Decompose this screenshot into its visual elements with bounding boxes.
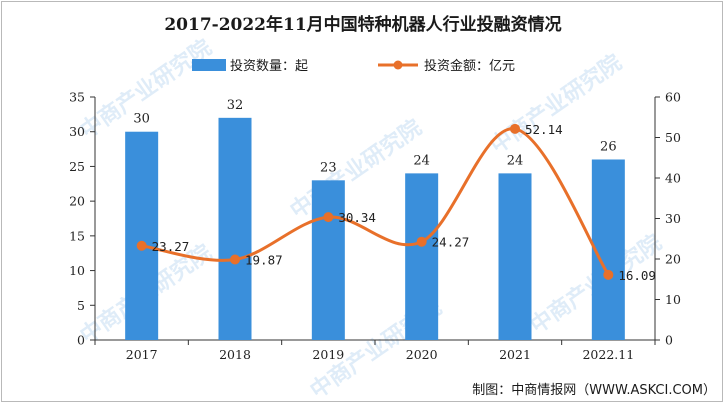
bar [311,180,345,340]
line-point [323,212,334,223]
bar [405,173,439,340]
source-credit: 制图：中商情报网（WWW.ASKCI.COM） [472,383,716,398]
bar-value-label: 23 [320,160,337,175]
x-tick-label: 2022.11 [582,347,634,362]
line-value-label: 24.27 [432,235,470,250]
x-tick-label: 2019 [312,347,344,362]
watermark-text: 中商产业研究院 [75,34,216,144]
chart-title: 2017-2022年11月中国特种机器人行业投融资情况 [164,14,561,35]
line-value-label: 16.09 [618,268,656,283]
y-left-tick-label: 5 [77,298,85,313]
bar-value-label: 30 [133,112,150,127]
y-right-tick-label: 60 [665,90,681,105]
line-point [136,240,147,251]
bar [498,173,532,340]
line-point [510,123,520,134]
y-left-tick-label: 25 [69,159,85,174]
bar-series [125,117,625,340]
legend-swatch-bar [192,59,226,71]
y-left-tick-label: 35 [69,90,85,105]
bar-value-label: 24 [413,153,430,168]
y-right-tick-label: 20 [665,252,681,267]
line-point [230,254,240,265]
line-series [136,123,614,280]
x-tick-label: 2017 [126,347,158,362]
line-value-label: 52.14 [525,122,563,137]
x-tick-label: 2021 [499,347,531,362]
legend: 投资数量：起 投资金额：亿元 [192,58,515,74]
bar-value-label: 32 [227,98,244,113]
axes: 0 5 10 15 20 25 30 35 0 10 20 30 40 50 60 2017 2018 2019 2… [69,90,681,363]
bar-value-label: 26 [600,139,617,154]
line-value-label: 30.34 [338,210,376,225]
y-left-tick-label: 10 [69,263,85,278]
line-value-label: 23.27 [152,239,190,254]
y-right-tick-label: 0 [665,333,673,348]
legend-label-bar: 投资数量：起 [230,58,308,74]
y-left-tick-label: 0 [77,333,85,348]
y-right-tick-label: 40 [665,171,681,186]
legend-label-line: 投资金额：亿元 [424,58,515,74]
bar [591,159,625,340]
legend-marker-line [393,60,403,70]
line-point [416,236,427,247]
y-right-tick-label: 30 [665,211,681,226]
y-left-tick-label: 20 [69,194,85,209]
line-value-label: 19.87 [245,253,283,268]
line-point [603,269,614,280]
y-right-tick-label: 50 [665,130,681,145]
x-tick-label: 2018 [219,347,251,362]
bar-value-label: 24 [507,153,524,168]
y-left-tick-label: 15 [69,228,85,243]
x-tick-label: 2020 [406,347,438,362]
bar [218,117,252,340]
data-labels: 30 32 23 24 24 26 23.27 19.87 30.34 24.27 52.14 16.… [133,98,656,283]
y-right-tick-label: 10 [665,292,681,307]
y-left-tick-label: 30 [69,124,85,139]
bar [125,131,159,340]
